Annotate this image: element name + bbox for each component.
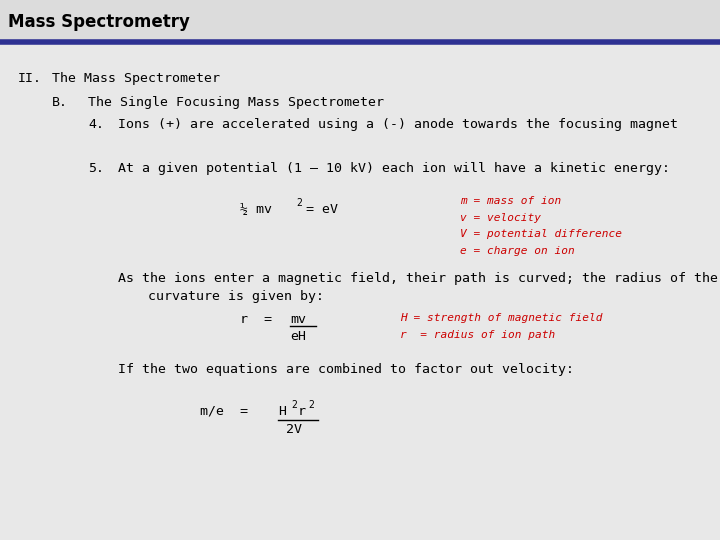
Text: The Mass Spectrometer: The Mass Spectrometer [52, 72, 220, 85]
Text: m = mass of ion: m = mass of ion [460, 196, 562, 206]
Text: 5.: 5. [88, 162, 104, 175]
Text: Ions (+) are accelerated using a (-) anode towards the focusing magnet: Ions (+) are accelerated using a (-) ano… [118, 118, 678, 131]
Bar [0, 0, 720, 42]
Text: V = potential difference: V = potential difference [460, 229, 622, 239]
Text: H = strength of magnetic field: H = strength of magnetic field [400, 313, 603, 323]
Text: mv: mv [290, 313, 306, 326]
Text: At a given potential (1 – 10 kV) each ion will have a kinetic energy:: At a given potential (1 – 10 kV) each io… [118, 162, 670, 175]
Text: 2: 2 [308, 400, 314, 410]
Text: v = velocity: v = velocity [460, 213, 541, 223]
Text: II.: II. [18, 72, 42, 85]
Text: Mass Spectrometry: Mass Spectrometry [8, 13, 190, 31]
Text: 2V: 2V [286, 423, 302, 436]
Text: r  = radius of ion path: r = radius of ion path [400, 330, 555, 340]
Text: r: r [298, 405, 306, 418]
Text: = eV: = eV [306, 203, 338, 216]
Text: 2: 2 [296, 198, 302, 208]
Text: m/e  =: m/e = [200, 405, 264, 418]
Text: r  =: r = [240, 313, 288, 326]
Text: B.: B. [52, 96, 68, 109]
Text: eH: eH [290, 330, 306, 343]
Text: The Single Focusing Mass Spectrometer: The Single Focusing Mass Spectrometer [88, 96, 384, 109]
Text: H: H [278, 405, 286, 418]
Text: If the two equations are combined to factor out velocity:: If the two equations are combined to fac… [118, 363, 574, 376]
Text: ½ mv: ½ mv [240, 203, 272, 216]
Text: 4.: 4. [88, 118, 104, 131]
Text: e = charge on ion: e = charge on ion [460, 246, 575, 256]
Text: 2: 2 [291, 400, 297, 410]
Text: curvature is given by:: curvature is given by: [148, 290, 324, 303]
Text: As the ions enter a magnetic field, their path is curved; the radius of the: As the ions enter a magnetic field, thei… [118, 272, 718, 285]
